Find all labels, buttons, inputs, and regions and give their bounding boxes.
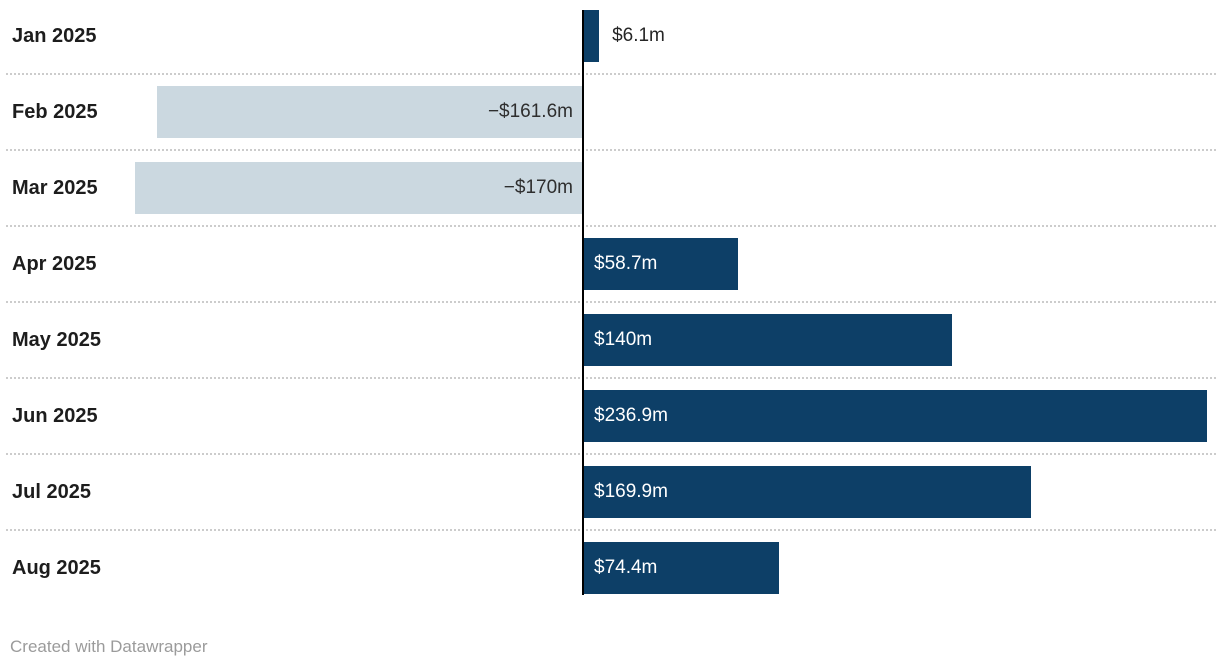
chart-row: Jul 2025 $169.9m (0, 466, 1220, 542)
bar-positive[interactable] (583, 542, 780, 594)
chart-row: Aug 2025 $74.4m (0, 542, 1220, 618)
bar-negative[interactable] (157, 86, 583, 138)
row-separator (6, 73, 1216, 75)
chart-row: Feb 2025 −$161.6m (0, 86, 1220, 162)
category-label: Mar 2025 (12, 177, 98, 199)
value-label: $6.1m (612, 25, 665, 46)
value-label: $169.9m (594, 481, 668, 502)
bar-positive[interactable] (583, 466, 1031, 518)
category-label: May 2025 (12, 329, 101, 351)
chart-row: Jun 2025 $236.9m (0, 390, 1220, 466)
category-label: Aug 2025 (12, 557, 101, 579)
value-label: $74.4m (594, 557, 658, 578)
category-label: Jan 2025 (12, 25, 97, 47)
value-label: −$170m (503, 177, 573, 198)
row-separator (6, 529, 1216, 531)
category-label: Jul 2025 (12, 481, 91, 503)
bar-negative[interactable] (135, 162, 583, 214)
category-label: Apr 2025 (12, 253, 97, 275)
row-separator (6, 301, 1216, 303)
category-label: Feb 2025 (12, 101, 98, 123)
row-separator (6, 149, 1216, 151)
datawrapper-credit[interactable]: Created with Datawrapper (10, 637, 208, 656)
row-separator (6, 453, 1216, 455)
row-separator (6, 377, 1216, 379)
value-label: $236.9m (594, 405, 668, 426)
bar-positive[interactable] (583, 10, 600, 62)
chart-row: May 2025 $140m (0, 314, 1220, 390)
value-label: $140m (594, 329, 653, 350)
axis-baseline (582, 10, 584, 595)
value-label: $58.7m (594, 253, 658, 274)
bar-positive[interactable] (583, 314, 952, 366)
chart-row: Apr 2025 $58.7m (0, 238, 1220, 314)
value-label: −$161.6m (487, 101, 573, 122)
chart-row: Jan 2025 $6.1m (0, 10, 1220, 86)
bar-positive[interactable] (583, 238, 738, 290)
chart-row: Mar 2025 −$170m (0, 162, 1220, 238)
bar-chart: Jan 2025 $6.1m Feb 2025 −$161.6m Mar 2025 −$1… (0, 10, 1220, 618)
bar-positive[interactable] (583, 390, 1208, 442)
category-label: Jun 2025 (12, 405, 98, 427)
chart-rows: Jan 2025 $6.1m Feb 2025 −$161.6m Mar 2025 −$1… (0, 10, 1220, 618)
row-separator (6, 225, 1216, 227)
